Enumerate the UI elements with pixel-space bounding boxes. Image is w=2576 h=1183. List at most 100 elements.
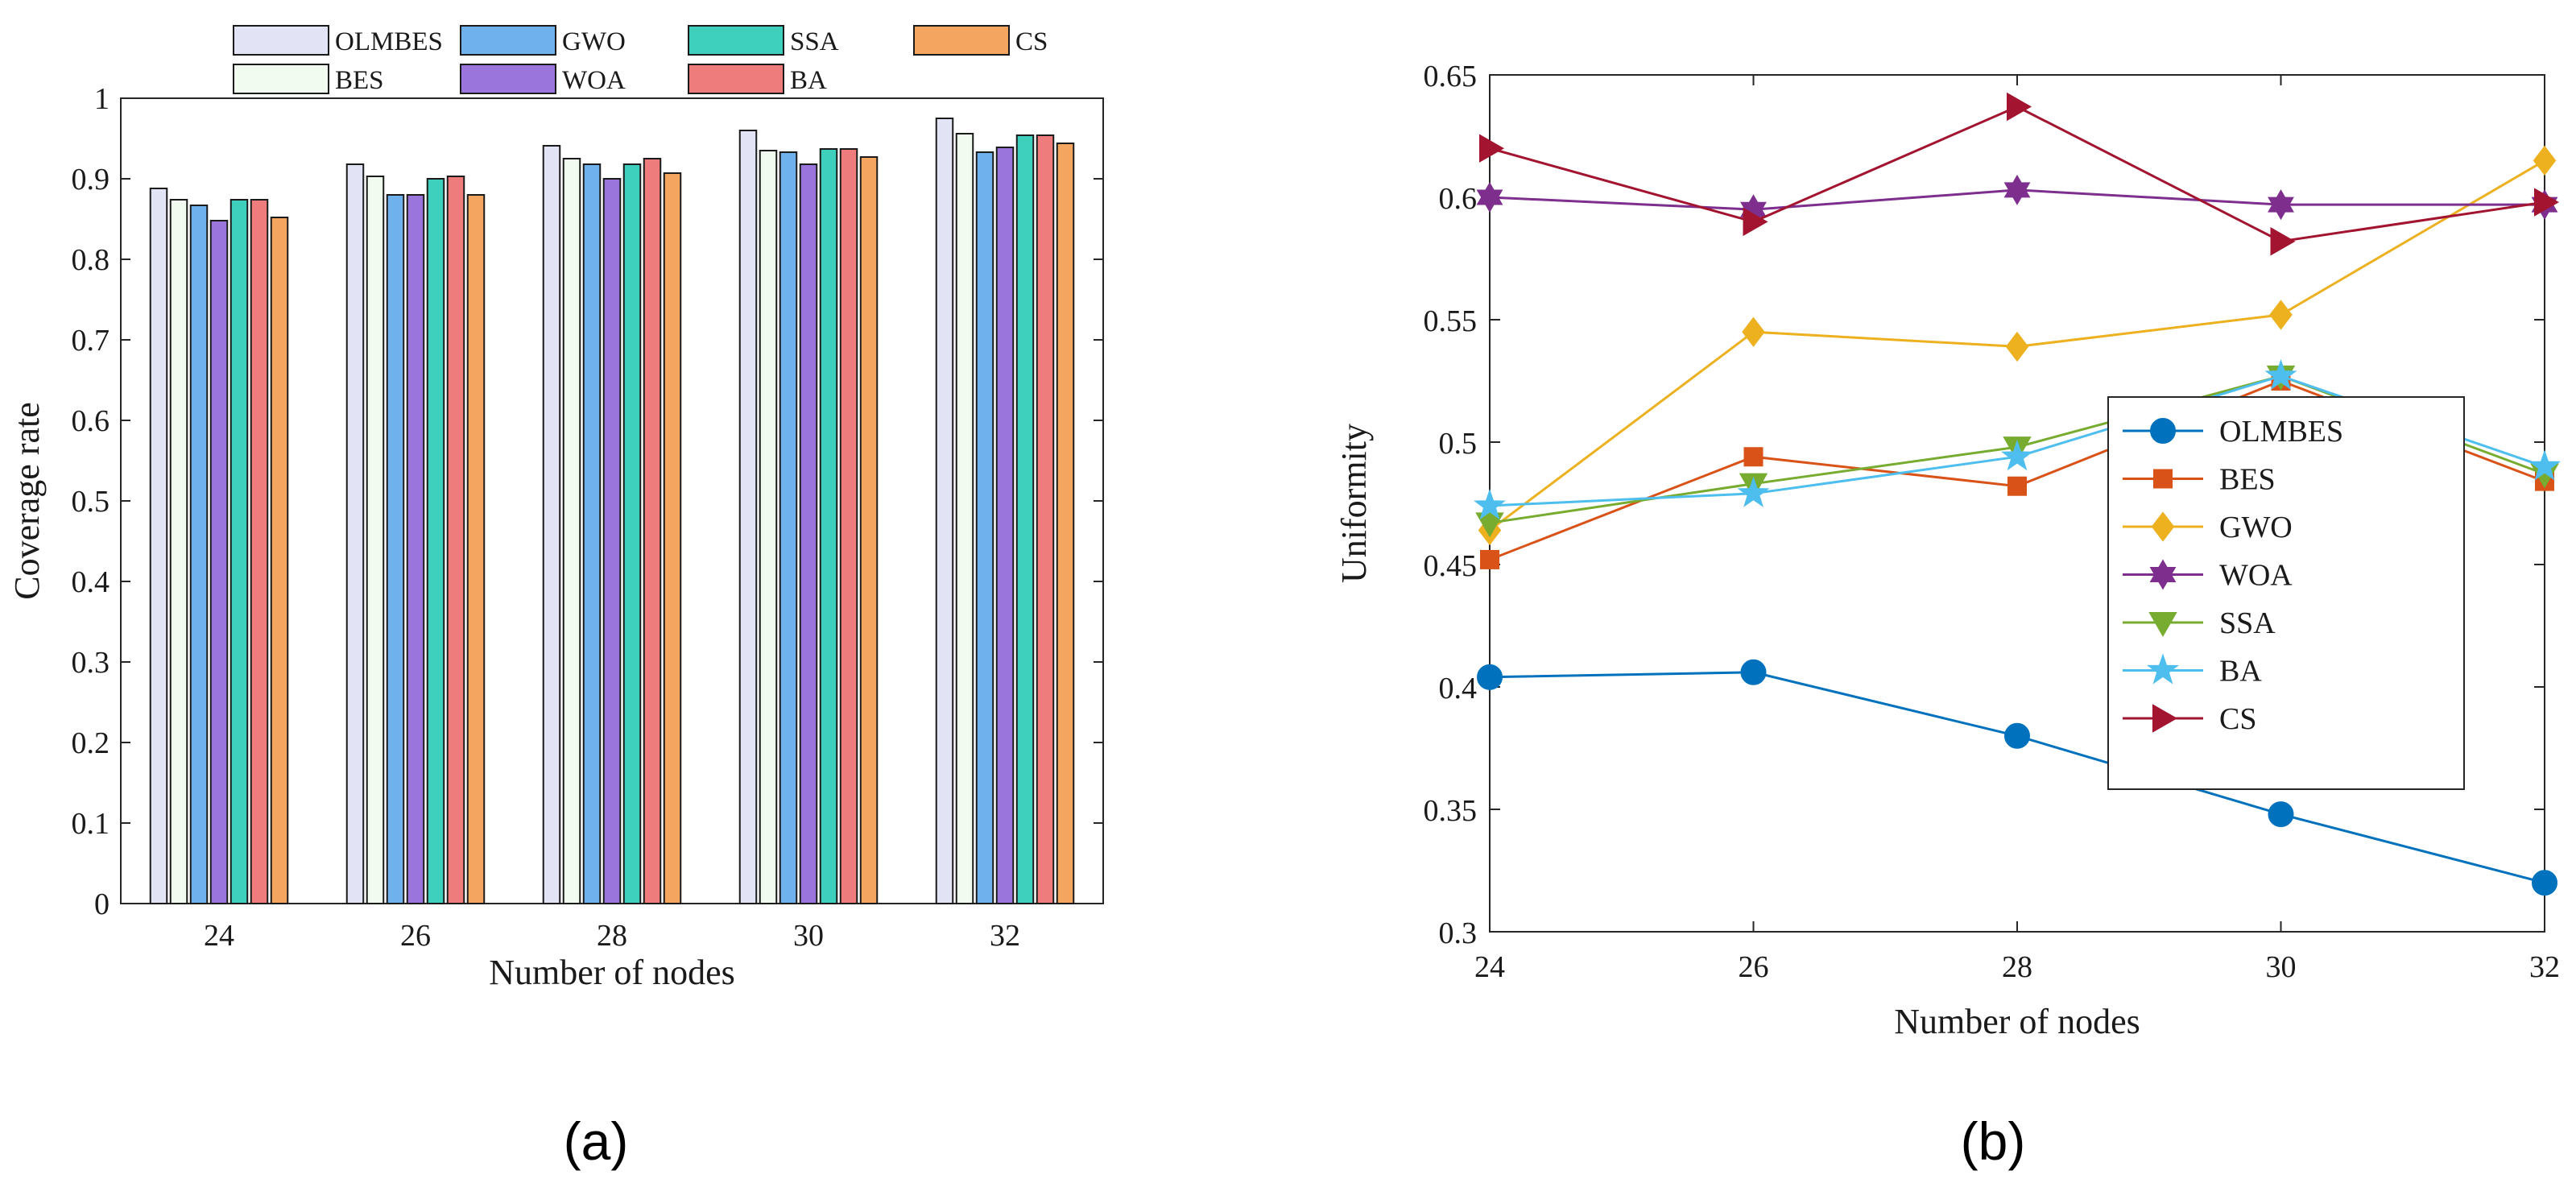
legend-swatch-ba: [688, 64, 784, 94]
point-ssa: [1475, 512, 1504, 538]
bar-cs: [859, 156, 879, 904]
bar-cs: [663, 172, 682, 904]
point-olmbes: [2004, 722, 2030, 749]
x-tick-label-a: 32: [990, 919, 1020, 953]
legend-label-cs: CS: [1015, 27, 1048, 56]
point-woa: [2003, 174, 2031, 205]
point-gwo: [2269, 300, 2293, 330]
bar-bes: [169, 199, 188, 904]
x-tick-label-a: 26: [400, 919, 431, 953]
legend-marker-gwo: [2151, 511, 2175, 542]
point-cs: [1743, 207, 1768, 237]
y-tick-label-b: 0.6: [1439, 182, 1478, 216]
legend-label-ssa: SSA: [790, 27, 839, 56]
y-tick-label-a: 0.1: [72, 807, 110, 841]
legend-label-gwo: GWO: [562, 27, 626, 56]
bar-bes: [955, 133, 974, 904]
y-tick-label-a: 0.5: [72, 485, 110, 519]
x-tick-label-b: 32: [2529, 950, 2560, 984]
bar-woa: [602, 178, 622, 904]
bar-gwo: [582, 163, 602, 904]
y-tick-label-a: 0.8: [72, 243, 110, 277]
bar-ssa: [819, 148, 838, 904]
point-olmbes: [2532, 870, 2557, 896]
legend-label-woa: WOA: [562, 66, 626, 95]
legend-label-ba: BA: [2219, 655, 2262, 689]
bar-ssa: [1015, 134, 1035, 904]
y-tick-label-b: 0.5: [1439, 427, 1478, 461]
bar-olmbes: [542, 145, 561, 904]
legend-label-bes: BES: [335, 66, 384, 95]
bar-ssa: [426, 178, 445, 904]
point-olmbes: [1477, 664, 1503, 690]
legend-label-olmbes: OLMBES: [335, 27, 443, 56]
bar-olmbes: [345, 163, 365, 904]
point-bes: [1743, 447, 1764, 467]
y-tick-label-b: 0.35: [1424, 794, 1478, 828]
x-axis-title-a: Number of nodes: [489, 953, 735, 992]
point-ba: [1737, 476, 1770, 507]
caption-b: (b): [1961, 1111, 2026, 1171]
caption-a: (a): [564, 1111, 629, 1171]
bar-gwo: [975, 151, 994, 904]
y-tick-label-b: 0.65: [1424, 60, 1478, 93]
bar-bes: [562, 158, 581, 904]
point-ba: [1474, 488, 1506, 520]
y-tick-label-a: 0.3: [72, 646, 110, 680]
legend-label-ssa: SSA: [2219, 606, 2276, 640]
bar-woa: [209, 220, 229, 904]
x-tick-label-b: 30: [2266, 950, 2297, 984]
legend-swatch-cs: [913, 25, 1010, 56]
point-gwo: [2005, 331, 2029, 362]
point-ba: [2001, 440, 2033, 471]
point-woa: [1476, 181, 1503, 213]
point-olmbes: [2268, 801, 2294, 828]
point-cs: [2534, 188, 2560, 217]
legend-marker-ba: [2146, 653, 2180, 685]
point-cs: [1479, 134, 1505, 163]
bar-olmbes: [935, 118, 954, 904]
point-ba: [2528, 449, 2562, 481]
point-woa: [2268, 189, 2294, 221]
point-gwo: [1742, 316, 1765, 347]
bar-bes: [366, 176, 385, 904]
bar-ba: [250, 199, 269, 904]
point-bes: [1480, 549, 1499, 569]
legend-marker-olmbes: [2150, 418, 2176, 444]
series-woa: [1476, 174, 2558, 225]
y-axis-title-a: Coverage rate: [7, 402, 47, 600]
y-tick-label-a: 0.9: [72, 163, 110, 196]
y-axis-title-b: Uniformity: [1334, 424, 1374, 583]
y-tick-label-a: 0.4: [72, 565, 110, 599]
bar-ba: [839, 148, 858, 904]
bar-gwo: [386, 194, 405, 904]
y-tick-label-b: 0.45: [1424, 549, 1478, 583]
legend-label-woa: WOA: [2219, 559, 2293, 593]
bar-bes: [759, 150, 778, 904]
bar-olmbes: [738, 130, 758, 904]
point-gwo: [2533, 145, 2557, 176]
legend-swatch-bes: [233, 64, 329, 94]
legend-marker-woa: [2149, 559, 2177, 590]
y-tick-label-b: 0.4: [1439, 672, 1478, 705]
point-bes: [2007, 476, 2027, 496]
point-ba: [2264, 358, 2297, 390]
bar-gwo: [189, 205, 209, 904]
legend-marker-bes: [2153, 469, 2173, 489]
legend-swatch-woa: [460, 64, 556, 94]
bar-ba: [446, 176, 465, 904]
bar-olmbes: [149, 188, 168, 904]
x-tick-label-a: 24: [204, 919, 234, 953]
x-tick-label-a: 30: [793, 919, 824, 953]
bar-cs: [466, 194, 486, 904]
x-axis-title-b: Number of nodes: [1894, 1002, 2140, 1041]
bar-woa: [799, 163, 818, 904]
x-tick-label-a: 28: [597, 919, 627, 953]
bar-gwo: [779, 151, 798, 904]
legend-swatch-ssa: [688, 25, 784, 56]
y-tick-label-a: 0.6: [72, 404, 110, 438]
point-cs: [2270, 226, 2296, 256]
bar-ba: [643, 158, 662, 904]
legend-marker-cs: [2152, 704, 2178, 733]
bar-ssa: [229, 199, 249, 904]
